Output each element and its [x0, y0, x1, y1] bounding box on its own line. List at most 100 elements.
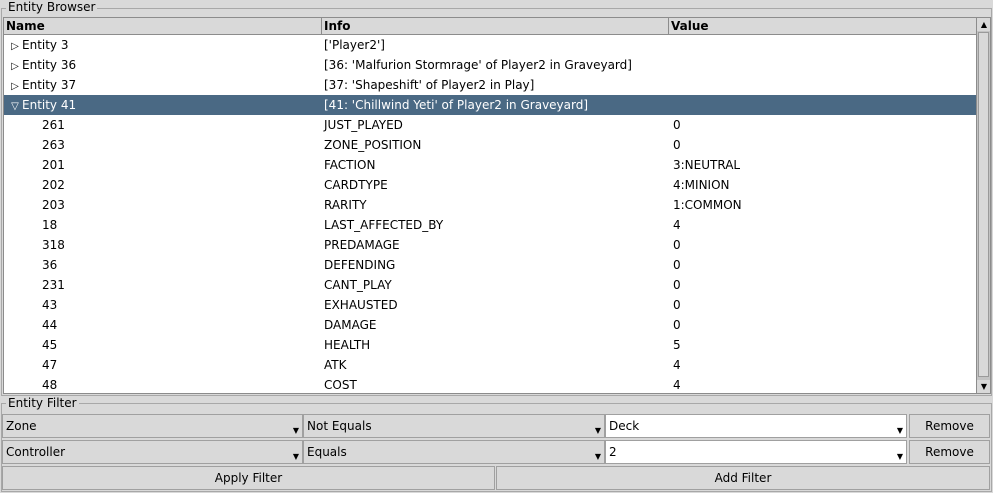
- row-info: EXHAUSTED: [324, 298, 398, 312]
- entity-tree[interactable]: Name Info Value ▷ Entity 3 ['Player2'] ▷ Ent…: [3, 17, 991, 394]
- filter-value-text: 2: [609, 445, 617, 459]
- row-name: 48: [42, 378, 58, 392]
- chevron-down-icon[interactable]: ▼: [292, 452, 300, 461]
- filter-field-value: Zone: [6, 419, 37, 433]
- filter-value-text: Deck: [609, 419, 640, 433]
- row-info: ATK: [324, 358, 347, 372]
- row-name: 43: [42, 298, 58, 312]
- column-header-name[interactable]: Name: [4, 18, 322, 34]
- row-name: Entity 41: [22, 98, 77, 112]
- tree-child-row[interactable]: 231 CANT_PLAY 0: [4, 275, 976, 295]
- tree-child-row[interactable]: 202 CARDTYPE 4:MINION: [4, 175, 976, 195]
- chevron-down-icon[interactable]: ▼: [594, 426, 602, 435]
- row-info: CARDTYPE: [324, 178, 388, 192]
- row-name: 231: [42, 278, 65, 292]
- row-value: 0: [673, 258, 681, 272]
- tree-child-row[interactable]: 261 JUST_PLAYED 0: [4, 115, 976, 135]
- row-info: CANT_PLAY: [324, 278, 392, 292]
- tree-child-row[interactable]: 318 PREDAMAGE 0: [4, 235, 976, 255]
- row-info: FACTION: [324, 158, 376, 172]
- row-value: 0: [673, 278, 681, 292]
- filter-field-select[interactable]: Controller ▼: [2, 440, 303, 464]
- filter-field-select[interactable]: Zone ▼: [2, 414, 303, 438]
- row-value: 4: [673, 218, 681, 232]
- tree-entity-row[interactable]: ▷ Entity 37 [37: 'Shapeshift' of Player2 i…: [4, 75, 976, 95]
- row-name-cell: 45: [4, 335, 322, 355]
- chevron-down-icon[interactable]: ▼: [896, 452, 904, 461]
- row-info: [37: 'Shapeshift' of Player2 in Play]: [324, 78, 535, 92]
- row-value: 0: [673, 318, 681, 332]
- triangle-right-icon[interactable]: ▷: [11, 81, 19, 92]
- row-name-cell: 43: [4, 295, 322, 315]
- tree-child-row[interactable]: 263 ZONE_POSITION 0: [4, 135, 976, 155]
- row-info: COST: [324, 378, 357, 392]
- row-info: ['Player2']: [324, 38, 385, 52]
- row-value: 1:COMMON: [673, 198, 742, 212]
- row-value: 0: [673, 298, 681, 312]
- row-name: 201: [42, 158, 65, 172]
- filter-operator-select[interactable]: Not Equals ▼: [303, 414, 605, 438]
- row-name-cell: 47: [4, 355, 322, 375]
- scrollbar-thumb[interactable]: [978, 32, 989, 377]
- entity-browser-title: Entity Browser: [6, 0, 98, 14]
- row-name-cell: 44: [4, 315, 322, 335]
- row-name: 261: [42, 118, 65, 132]
- tree-entity-row[interactable]: ▽ Entity 41 [41: 'Chillwind Yeti' of Playe…: [4, 95, 976, 115]
- row-name: 18: [42, 218, 58, 232]
- row-name: 202: [42, 178, 65, 192]
- tree-child-row[interactable]: 44 DAMAGE 0: [4, 315, 976, 335]
- tree-entity-row[interactable]: ▷ Entity 3 ['Player2']: [4, 35, 976, 55]
- tree-child-row[interactable]: 203 RARITY 1:COMMON: [4, 195, 976, 215]
- row-info: HEALTH: [324, 338, 371, 352]
- row-name-cell: ▷ Entity 37: [4, 75, 322, 97]
- tree-child-row[interactable]: 47 ATK 4: [4, 355, 976, 375]
- row-name: 47: [42, 358, 58, 372]
- remove-filter-button[interactable]: Remove: [909, 440, 990, 464]
- row-value: 0: [673, 238, 681, 252]
- row-name-cell: ▷ Entity 3: [4, 35, 322, 57]
- filter-field-value: Controller: [6, 445, 66, 459]
- row-value: 4:MINION: [673, 178, 730, 192]
- arrow-up-icon[interactable]: ▲: [977, 18, 990, 31]
- row-info: JUST_PLAYED: [324, 118, 403, 132]
- row-name: Entity 37: [22, 78, 77, 92]
- tree-entity-row[interactable]: ▷ Entity 36 [36: 'Malfurion Stormrage' of …: [4, 55, 976, 75]
- row-value: 0: [673, 118, 681, 132]
- triangle-down-icon[interactable]: ▽: [11, 101, 19, 112]
- add-filter-button[interactable]: Add Filter: [496, 466, 990, 490]
- tree-child-row[interactable]: 48 COST 4: [4, 375, 976, 393]
- row-name: 44: [42, 318, 58, 332]
- triangle-right-icon[interactable]: ▷: [11, 61, 19, 72]
- row-name-cell: 318: [4, 235, 322, 255]
- tree-child-row[interactable]: 18 LAST_AFFECTED_BY 4: [4, 215, 976, 235]
- row-name-cell: 36: [4, 255, 322, 275]
- filter-value-combobox[interactable]: Deck ▼: [605, 414, 907, 438]
- row-name: 263: [42, 138, 65, 152]
- filter-operator-value: Not Equals: [307, 419, 372, 433]
- remove-filter-button[interactable]: Remove: [909, 414, 990, 438]
- row-name-cell: 261: [4, 115, 322, 135]
- tree-child-row[interactable]: 43 EXHAUSTED 0: [4, 295, 976, 315]
- column-header-value[interactable]: Value: [671, 19, 709, 33]
- row-info: RARITY: [324, 198, 367, 212]
- tree-child-row[interactable]: 45 HEALTH 5: [4, 335, 976, 355]
- column-header-info[interactable]: Info: [322, 18, 669, 34]
- entity-browser-group: [1, 8, 992, 396]
- triangle-right-icon[interactable]: ▷: [11, 41, 19, 52]
- chevron-down-icon[interactable]: ▼: [594, 452, 602, 461]
- chevron-down-icon[interactable]: ▼: [896, 426, 904, 435]
- row-value: 4: [673, 358, 681, 372]
- arrow-down-icon[interactable]: ▼: [977, 380, 990, 393]
- tree-child-row[interactable]: 36 DEFENDING 0: [4, 255, 976, 275]
- row-value: 4: [673, 378, 681, 392]
- vertical-scrollbar[interactable]: ▲ ▼: [976, 18, 990, 393]
- tree-child-row[interactable]: 201 FACTION 3:NEUTRAL: [4, 155, 976, 175]
- row-name-cell: 231: [4, 275, 322, 295]
- apply-filter-button[interactable]: Apply Filter: [2, 466, 495, 490]
- row-info: LAST_AFFECTED_BY: [324, 218, 444, 232]
- filter-operator-select[interactable]: Equals ▼: [303, 440, 605, 464]
- chevron-down-icon[interactable]: ▼: [292, 426, 300, 435]
- filter-value-combobox[interactable]: 2 ▼: [605, 440, 907, 464]
- tree-rows: ▷ Entity 3 ['Player2'] ▷ Entity 36 [36: 'Malf…: [4, 35, 976, 393]
- row-name-cell: 203: [4, 195, 322, 215]
